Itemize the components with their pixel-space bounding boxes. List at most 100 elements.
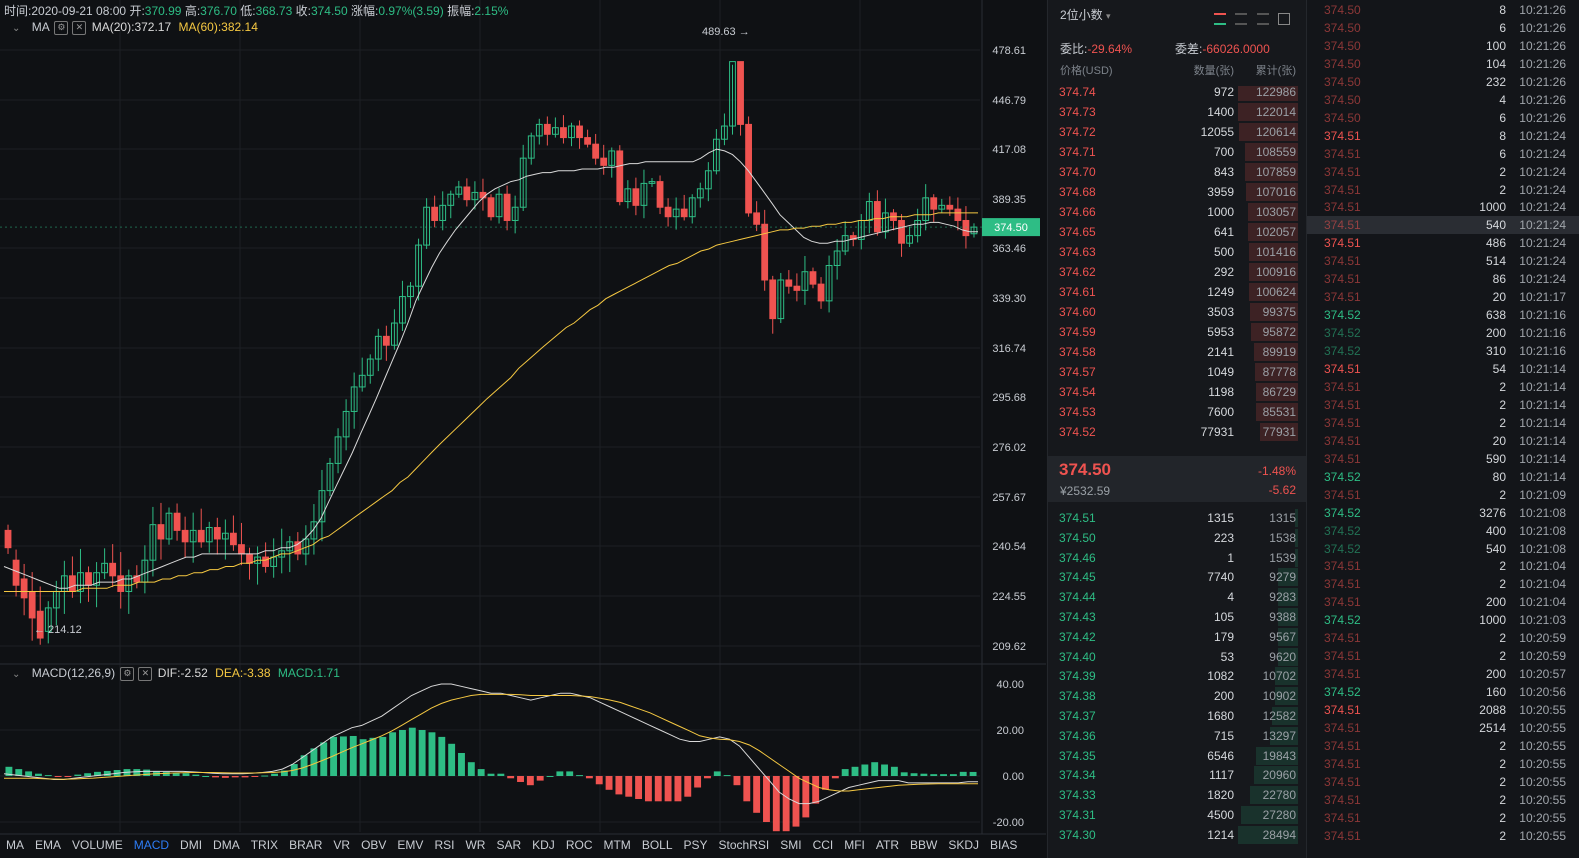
ask-row[interactable]: 374.61 1249 100624 [1048, 282, 1306, 302]
tab-ma[interactable]: MA [6, 838, 24, 852]
tab-roc[interactable]: ROC [565, 838, 593, 852]
ma-close-icon[interactable]: ✕ [72, 20, 87, 35]
ask-depth-bar [1260, 423, 1298, 441]
tab-cci[interactable]: CCI [812, 838, 834, 852]
tab-psy[interactable]: PSY [683, 838, 708, 852]
bid-row[interactable]: 374.51 1315 1315 [1048, 508, 1306, 528]
precision-select[interactable]: 2位小数 [1060, 8, 1103, 22]
ma-settings-icon[interactable]: ⚙ [54, 20, 69, 35]
macd-bar-down [54, 776, 62, 777]
ask-depth-bar [1245, 163, 1298, 181]
col-price: 价格(USD) [1060, 65, 1113, 77]
bid-row[interactable]: 374.30 1214 28494 [1048, 825, 1306, 845]
bid-row[interactable]: 374.37 1680 12582 [1048, 706, 1306, 726]
bid-row[interactable]: 374.33 1820 22780 [1048, 785, 1306, 805]
bid-row[interactable]: 374.44 4 9283 [1048, 587, 1306, 607]
ask-row[interactable]: 374.68 3959 107016 [1048, 182, 1306, 202]
ask-row[interactable]: 374.65 641 102057 [1048, 222, 1306, 242]
ask-row[interactable]: 374.74 972 122986 [1048, 86, 1306, 102]
ask-depth-bar [1249, 263, 1298, 281]
kline-chart-panel[interactable]: 478.61 446.79 417.08 389.35 363.46 339.30 316.… [0, 0, 1046, 858]
tab-emv[interactable]: EMV [397, 838, 424, 852]
ask-row[interactable]: 374.66 1000 103057 [1048, 202, 1306, 222]
bid-row[interactable]: 374.38 200 10902 [1048, 686, 1306, 706]
bid-row[interactable]: 374.50 223 1538 [1048, 528, 1306, 548]
ask-row[interactable]: 374.70 843 107859 [1048, 162, 1306, 182]
bid-row[interactable]: 374.42 179 9567 [1048, 627, 1306, 647]
tab-rsi[interactable]: RSI [434, 838, 455, 852]
tab-boll[interactable]: BOLL [641, 838, 673, 852]
tab-dmi[interactable]: DMI [180, 838, 203, 852]
collapse-ma-icon[interactable]: ⌄ [12, 23, 21, 34]
tab-vr[interactable]: VR [333, 838, 351, 852]
tab-brar[interactable]: BRAR [289, 838, 323, 852]
tab-sar[interactable]: SAR [496, 838, 522, 852]
ask-row[interactable]: 374.58 2141 89919 [1048, 342, 1306, 362]
trade-time: 10:21:16 [1519, 344, 1566, 359]
view-bids-icon[interactable] [1256, 13, 1269, 25]
bid-qty: 1680 [1207, 709, 1234, 723]
view-both-icon[interactable] [1213, 13, 1226, 25]
ask-cum: 86729 [1262, 385, 1296, 399]
bid-depth-bar [1278, 588, 1298, 607]
ratio-value: -29.64% [1087, 42, 1133, 56]
ask-row[interactable]: 374.59 5953 95872 [1048, 322, 1306, 342]
tab-mfi[interactable]: MFI [844, 838, 865, 852]
ask-row[interactable]: 374.57 1049 87778 [1048, 362, 1306, 382]
tab-obv[interactable]: OBV [361, 838, 387, 852]
macd-close-icon[interactable]: ✕ [138, 666, 153, 681]
macd-bar-down [802, 776, 810, 818]
bid-row[interactable]: 374.35 6546 19843 [1048, 746, 1306, 766]
tab-macd[interactable]: MACD [133, 838, 170, 852]
trade-qty: 400 [1485, 523, 1506, 538]
ask-row[interactable]: 374.53 7600 85531 [1048, 402, 1306, 422]
trade-qty: 200 [1485, 595, 1506, 610]
precision-caret-icon[interactable]: ▾ [1106, 11, 1111, 21]
collapse-macd-icon[interactable]: ⌄ [12, 669, 21, 680]
ask-row[interactable]: 374.54 1198 86729 [1048, 382, 1306, 402]
tab-ema[interactable]: EMA [35, 838, 62, 852]
macd-bar-up [192, 774, 200, 776]
bid-price: 374.51 [1059, 511, 1096, 525]
tab-smi[interactable]: SMI [780, 838, 802, 852]
ask-row[interactable]: 374.63 500 101416 [1048, 242, 1306, 262]
trade-price: 374.51 [1324, 721, 1361, 735]
candle-body-down [28, 590, 36, 619]
ask-row[interactable]: 374.72 12055 120614 [1048, 122, 1306, 142]
ask-row[interactable]: 374.60 3503 99375 [1048, 302, 1306, 322]
bid-row[interactable]: 374.40 53 9620 [1048, 647, 1306, 667]
tab-volume[interactable]: VOLUME [72, 838, 123, 852]
bid-row[interactable]: 374.43 105 9388 [1048, 607, 1306, 627]
price-axis: 478.61 446.79 417.08 389.35 363.46 339.30 316.… [992, 45, 1026, 653]
tab-dma[interactable]: DMA [213, 838, 240, 852]
expand-icon[interactable] [1278, 13, 1290, 25]
tab-kdj[interactable]: KDJ [532, 838, 555, 852]
ask-row[interactable]: 374.62 292 100916 [1048, 262, 1306, 282]
tab-atr[interactable]: ATR [875, 838, 900, 852]
bid-row[interactable]: 374.31 4500 27280 [1048, 805, 1306, 825]
view-asks-icon[interactable] [1235, 13, 1248, 25]
kline-chart-svg[interactable]: 478.61 446.79 417.08 389.35 363.46 339.30 316.… [0, 0, 1046, 858]
macd-settings-icon[interactable]: ⚙ [120, 666, 135, 681]
tab-bias[interactable]: BIAS [990, 838, 1018, 852]
bid-row[interactable]: 374.46 1 1539 [1048, 548, 1306, 568]
ask-row[interactable]: 374.52 77931 77931 [1048, 422, 1306, 442]
tab-mtm[interactable]: MTM [603, 838, 631, 852]
ask-row[interactable]: 374.73 1400 122014 [1048, 102, 1306, 122]
tab-trix[interactable]: TRIX [250, 838, 279, 852]
macd-bar-down [212, 776, 219, 778]
tab-wr[interactable]: WR [465, 838, 486, 852]
ask-row[interactable]: 374.71 700 108559 [1048, 142, 1306, 162]
bid-row[interactable]: 374.36 715 13297 [1048, 726, 1306, 746]
bid-row[interactable]: 374.39 1082 10702 [1048, 666, 1306, 686]
trade-price: 374.52 [1324, 505, 1361, 520]
tab-stochrsi[interactable]: StochRSI [718, 838, 770, 852]
ask-depth-bar [1249, 243, 1298, 261]
tab-bbw[interactable]: BBW [910, 838, 938, 852]
candle-body-down [632, 188, 640, 206]
bid-row[interactable]: 374.34 1117 20960 [1048, 765, 1306, 785]
trade-row: 374.51 2 10:21:24 [1307, 163, 1579, 181]
bid-row[interactable]: 374.45 7740 9279 [1048, 567, 1306, 587]
tab-skdj[interactable]: SKDJ [948, 838, 980, 852]
trade-qty: 232 [1485, 74, 1506, 89]
